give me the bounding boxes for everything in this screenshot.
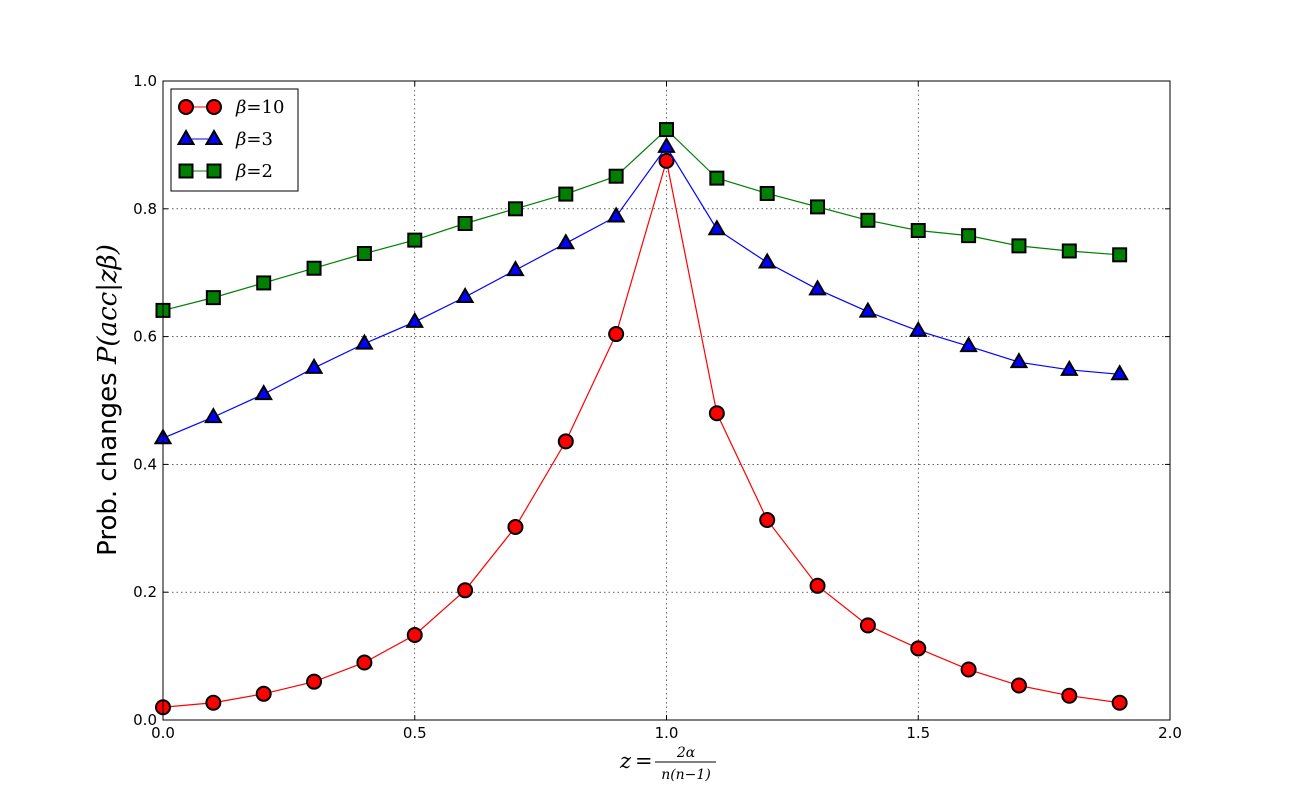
data-point (808, 279, 827, 296)
data-point (910, 223, 926, 239)
data-point (606, 206, 626, 223)
y-tick-label: 0.6 (133, 328, 157, 346)
y-tick-label: 1.0 (133, 72, 157, 90)
data-point (205, 290, 221, 306)
axis-ticks: 0.0 0.5 1.0 1.5 2.0 0.0 0.2 0.4 0.6 0.8 1.0 (133, 72, 1182, 742)
data-point (306, 260, 322, 276)
legend-marker-beta-3 (176, 128, 196, 145)
series-circle (155, 152, 1128, 716)
data-point (256, 275, 272, 291)
data-point (757, 252, 777, 269)
data-point (558, 186, 574, 202)
y-tick-label: 0.8 (133, 200, 157, 218)
data-point (205, 694, 222, 711)
data-point (608, 168, 624, 184)
data-point (708, 405, 725, 422)
data-point (608, 326, 625, 343)
data-point (255, 685, 272, 702)
data-point (405, 311, 424, 328)
series-square (155, 122, 1128, 318)
legend-marker-beta-10 (206, 99, 222, 115)
legend-marker-beta-2 (206, 163, 222, 179)
series-triangle (153, 136, 1129, 445)
legend-marker-beta-3 (204, 128, 224, 145)
data-point (457, 215, 473, 231)
data-point (355, 333, 374, 350)
x-axis-label: z = 2α n(n−1) (619, 745, 716, 783)
data-point (1060, 359, 1079, 376)
x-tick-label: 1.5 (906, 724, 930, 742)
data-point (506, 260, 525, 277)
grid (163, 81, 1170, 720)
data-point (306, 673, 323, 690)
data-point (858, 301, 878, 318)
data-point (1009, 352, 1029, 369)
y-tick-label: 0.0 (133, 711, 157, 729)
legend-entry-beta-2: β=2 (178, 161, 273, 182)
series-line (162, 160, 1120, 708)
data-point (960, 661, 977, 678)
data-point (254, 384, 273, 401)
data-point (356, 246, 372, 262)
data-point (909, 320, 928, 337)
x-tick-label: 1.0 (655, 724, 679, 742)
data-point (457, 582, 474, 599)
data-point (759, 511, 776, 528)
data-point (507, 519, 524, 536)
x-label-eq: = (635, 749, 653, 773)
y-tick-label: 0.2 (133, 583, 157, 601)
data-point (556, 233, 576, 250)
data-point (1112, 247, 1128, 263)
x-tick-label: 0.0 (151, 724, 175, 742)
data-point (304, 357, 324, 374)
data-point (507, 201, 523, 217)
data-point (658, 152, 675, 169)
x-tick-label: 0.5 (403, 724, 427, 742)
data-point (1010, 677, 1027, 694)
data-point (1110, 364, 1129, 381)
x-label-denominator: n(n−1) (661, 767, 711, 783)
legend-label-beta-10: β=10 (235, 97, 284, 118)
data-point (406, 627, 423, 644)
series-line (162, 145, 1120, 439)
data-point (455, 286, 475, 303)
data-point (1111, 694, 1128, 711)
y-label-prefix: Prob. changes (93, 364, 123, 556)
y-tick-label: 0.4 (133, 455, 157, 473)
data-point (759, 185, 775, 201)
data-point (709, 170, 725, 186)
series-line (162, 128, 1120, 311)
legend-label-beta-3: β=3 (235, 129, 273, 150)
data-point (859, 617, 876, 634)
legend-entry-beta-10: β=10 (178, 97, 284, 118)
data-point (810, 199, 826, 215)
data-point (1061, 687, 1078, 704)
data-point (961, 228, 977, 244)
data-point (910, 640, 927, 657)
data-point (1061, 243, 1077, 259)
legend-label-beta-2: β=2 (235, 161, 273, 182)
data-point (657, 136, 676, 153)
legend: β=10 β=3 β=2 (170, 88, 299, 192)
data-point (809, 577, 826, 594)
legend-marker-beta-10 (178, 99, 194, 115)
data-point (356, 654, 373, 671)
data-point (959, 336, 978, 353)
data-point (407, 232, 423, 248)
data-point (659, 122, 674, 138)
data-point (860, 212, 876, 228)
data-point (204, 407, 223, 424)
legend-marker-beta-2 (178, 163, 194, 179)
x-label-numerator: 2α (676, 745, 696, 761)
x-tick-label: 2.0 (1158, 724, 1182, 742)
y-label-math: P(acc|zβ) (93, 244, 123, 365)
data-point (557, 433, 574, 450)
data-point (1011, 238, 1027, 254)
series-layer (153, 122, 1129, 716)
x-label-lhs: z (619, 749, 632, 773)
y-axis-label: Prob. changes P(acc|zβ) (93, 244, 123, 556)
data-point (707, 219, 727, 236)
legend-entry-beta-3: β=3 (176, 128, 273, 150)
